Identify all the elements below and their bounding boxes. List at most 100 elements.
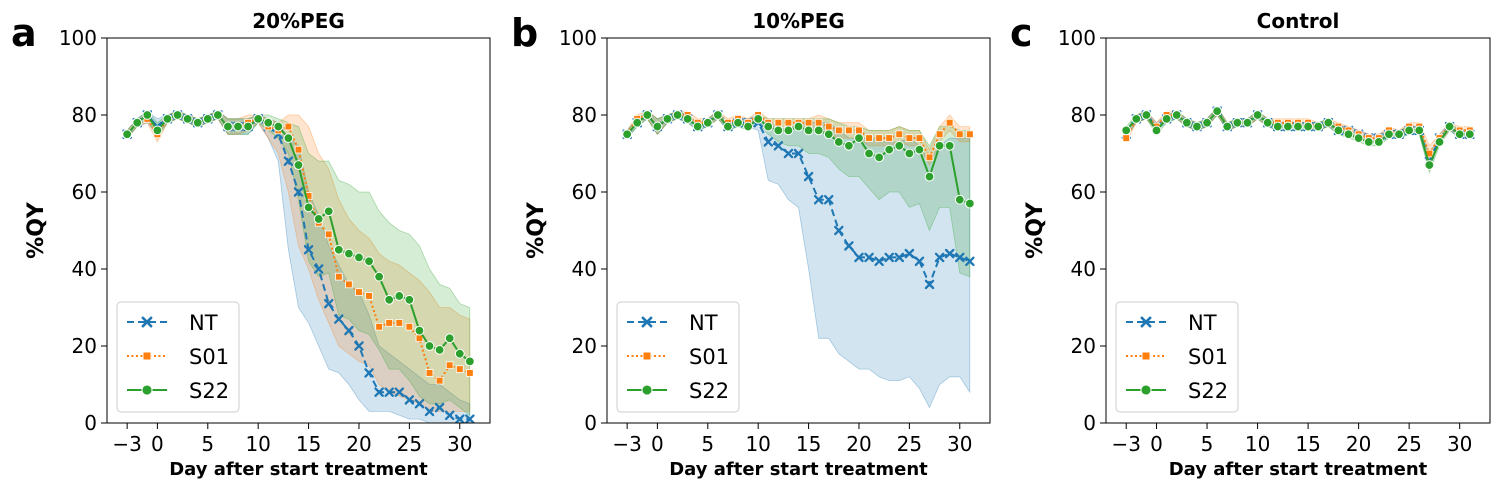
x-tick-label: 25 bbox=[397, 432, 422, 456]
data-point-s22 bbox=[263, 117, 274, 128]
data-point-s22 bbox=[924, 171, 935, 182]
data-point-nt bbox=[773, 141, 784, 151]
data-point-s01 bbox=[335, 272, 343, 281]
data-point-s01 bbox=[845, 126, 853, 135]
y-tick-label: 40 bbox=[72, 257, 97, 281]
x-tick-label: 5 bbox=[201, 432, 214, 456]
data-point-s22 bbox=[954, 194, 965, 205]
data-point-s22 bbox=[1131, 113, 1142, 124]
data-point-s01 bbox=[375, 322, 383, 331]
data-point-s22 bbox=[223, 121, 233, 132]
legend-marker-s22 bbox=[641, 384, 653, 396]
data-point-s22 bbox=[723, 121, 733, 132]
data-point-s01 bbox=[835, 126, 843, 135]
data-point-s22 bbox=[783, 125, 794, 136]
axes-frame bbox=[606, 37, 991, 424]
x-axis-label: Day after start treatment bbox=[1169, 459, 1428, 480]
data-point-s22 bbox=[1181, 117, 1192, 128]
legend-marker-nt bbox=[1140, 316, 1152, 328]
ci-band-s01 bbox=[126, 110, 471, 412]
legend-marker-s01 bbox=[1141, 351, 1151, 361]
legend-label-nt: NT bbox=[189, 311, 218, 335]
data-point-nt bbox=[465, 414, 475, 423]
data-point-s22 bbox=[293, 160, 304, 170]
data-point-nt bbox=[813, 194, 824, 205]
y-tick-label: 20 bbox=[572, 334, 597, 358]
data-point-s22 bbox=[374, 271, 385, 282]
data-point-nt bbox=[283, 156, 294, 166]
data-point-s01 bbox=[915, 134, 924, 142]
data-point-s22 bbox=[1303, 121, 1314, 132]
data-point-s01 bbox=[814, 118, 823, 127]
panel-letter: b bbox=[511, 11, 538, 55]
y-tick-label: 60 bbox=[72, 180, 97, 204]
panel-b: −3 0 5 10 15 20 25 30 0 20 40 60 80 100 Day after star… bbox=[511, 9, 991, 480]
panel-title: 10%PEG bbox=[752, 9, 845, 33]
data-point-s22 bbox=[424, 341, 435, 351]
y-tick-label: 80 bbox=[72, 103, 97, 127]
data-point-s01 bbox=[774, 118, 783, 127]
x-axis-label: Day after start treatment bbox=[169, 459, 428, 480]
data-point-s01 bbox=[824, 122, 833, 131]
legend: NT S01 S22 bbox=[616, 301, 740, 413]
data-point-s22 bbox=[1282, 121, 1293, 132]
data-point-s01 bbox=[895, 130, 904, 139]
data-point-s22 bbox=[1464, 129, 1475, 140]
data-point-s22 bbox=[763, 121, 774, 132]
legend-label-s01: S01 bbox=[689, 345, 729, 369]
panel-title: Control bbox=[1257, 9, 1340, 33]
axes-frame bbox=[106, 37, 491, 424]
data-point-s01 bbox=[804, 118, 813, 127]
legend-marker-nt bbox=[141, 316, 153, 328]
legend-marker-s01 bbox=[142, 351, 152, 361]
data-point-nt bbox=[414, 399, 425, 409]
data-point-s22 bbox=[313, 214, 324, 224]
data-point-s22 bbox=[364, 256, 374, 267]
data-point-s01 bbox=[925, 153, 934, 162]
data-point-s01 bbox=[355, 288, 363, 296]
ci-band-s22 bbox=[126, 110, 471, 417]
data-point-s22 bbox=[743, 121, 754, 132]
data-point-s22 bbox=[152, 125, 163, 136]
data-point-s22 bbox=[1151, 125, 1162, 136]
x-tick-label: 0 bbox=[651, 432, 664, 456]
data-point-s22 bbox=[323, 206, 334, 217]
data-point-s22 bbox=[1252, 110, 1263, 120]
data-point-s01 bbox=[935, 130, 944, 139]
data-point-s01 bbox=[395, 319, 404, 327]
data-point-s22 bbox=[1444, 121, 1455, 132]
data-point-nt bbox=[293, 187, 304, 197]
data-point-nt bbox=[904, 248, 915, 259]
x-tick-label: 30 bbox=[447, 432, 472, 456]
x-tick-label: 0 bbox=[151, 432, 164, 456]
y-tick-label: 0 bbox=[584, 411, 597, 435]
data-point-nt bbox=[364, 368, 374, 378]
data-point-s01 bbox=[345, 280, 353, 289]
x-tick-label: 30 bbox=[947, 432, 972, 456]
x-tick-label: 15 bbox=[296, 432, 321, 456]
data-point-s22 bbox=[132, 117, 143, 128]
y-axis-label: %QY bbox=[1023, 201, 1048, 259]
data-point-s01 bbox=[905, 134, 914, 142]
data-point-s22 bbox=[964, 198, 975, 209]
data-point-s22 bbox=[753, 113, 764, 124]
data-point-s22 bbox=[662, 113, 673, 124]
data-point-nt bbox=[434, 402, 445, 413]
data-point-nt bbox=[354, 341, 364, 351]
data-point-s22 bbox=[1141, 110, 1152, 120]
x-tick-label: 10 bbox=[245, 432, 270, 456]
data-point-s22 bbox=[793, 121, 804, 132]
data-point-nt bbox=[854, 252, 864, 263]
data-point-s22 bbox=[1353, 133, 1364, 144]
data-point-s22 bbox=[1293, 121, 1303, 132]
data-point-s22 bbox=[1161, 113, 1172, 124]
data-point-s01 bbox=[445, 361, 454, 370]
data-point-s22 bbox=[864, 148, 874, 159]
data-point-s22 bbox=[1212, 106, 1223, 117]
data-point-s01 bbox=[324, 230, 333, 239]
data-point-s22 bbox=[444, 333, 455, 344]
x-tick-label: −3 bbox=[612, 432, 641, 456]
axes-frame bbox=[1105, 37, 1491, 424]
x-tick-label: −3 bbox=[112, 432, 141, 456]
ci-band-nt bbox=[126, 110, 471, 423]
